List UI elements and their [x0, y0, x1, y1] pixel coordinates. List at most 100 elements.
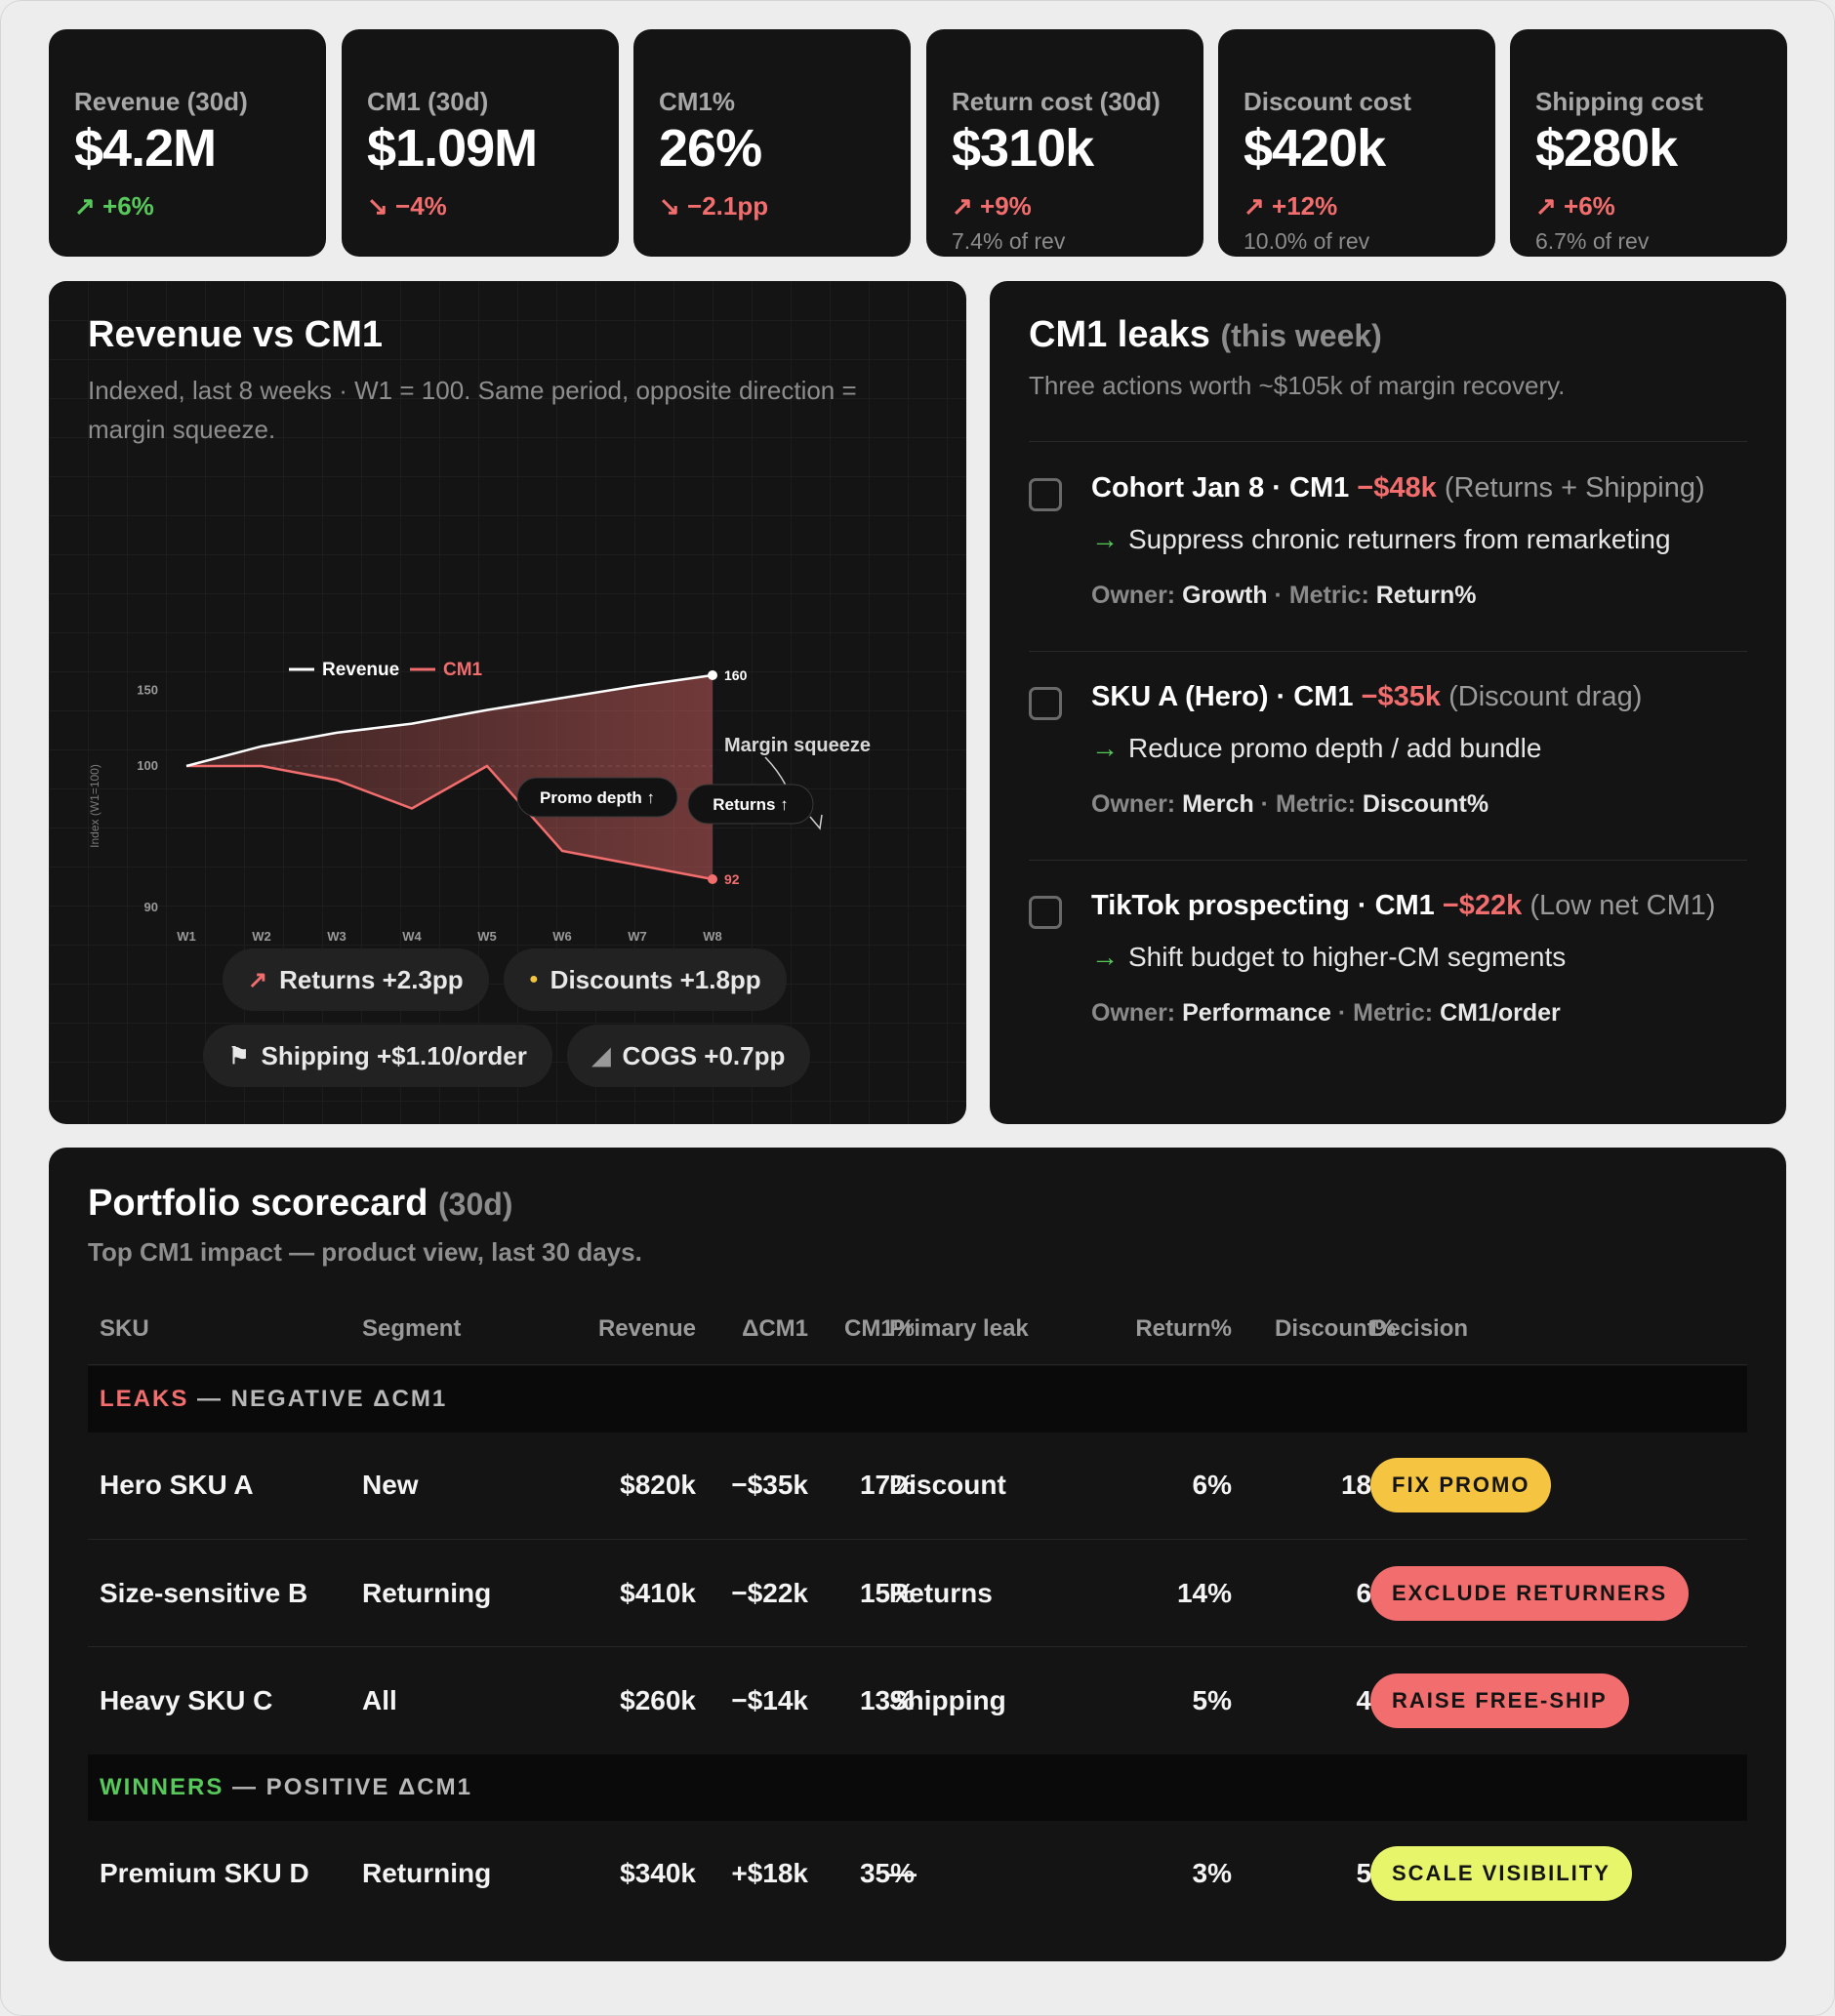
column-header-delta-cm1[interactable]: ΔCM1: [742, 1315, 808, 1342]
cell-primary-leak: Discount: [889, 1470, 1006, 1500]
driver-pill-discounts[interactable]: ● Discounts +1.8pp: [504, 948, 787, 1011]
column-header-primary-leak[interactable]: Primary leak: [889, 1315, 1029, 1342]
decision-badge-raise-free-ship[interactable]: RAISE FREE-SHIP: [1370, 1673, 1629, 1728]
y-tick-label: 150: [137, 683, 158, 698]
dot-icon: ●: [529, 971, 539, 988]
row-divider: [88, 1646, 1747, 1647]
driver-pill-shipping[interactable]: ⚑ Shipping +$1.10/order: [203, 1025, 552, 1087]
x-tick-label: W3: [327, 929, 347, 944]
cell-revenue: $260k: [620, 1685, 696, 1715]
column-header-segment[interactable]: Segment: [362, 1315, 462, 1342]
kpi-delta: ↗ +6%: [1535, 191, 1615, 221]
driver-pill-cogs[interactable]: ◢ COGS +0.7pp: [567, 1025, 811, 1087]
kpi-value: 26%: [659, 119, 762, 178]
revenue-series-line: [185, 673, 714, 768]
driver-pill-returns[interactable]: ↗ Returns +2.3pp: [223, 948, 489, 1011]
cell-delta-cm1: −$35k: [731, 1470, 808, 1500]
arrow-right-icon: →: [1091, 942, 1119, 972]
cell-segment: New: [362, 1470, 419, 1500]
column-header-cm1-pct[interactable]: CM1%: [843, 1315, 915, 1342]
panel-title-main: CM1 leaks: [1029, 314, 1210, 355]
kpi-label: CM1%: [659, 87, 736, 116]
leak-action: → Shift budget to higher-CM segments: [1091, 942, 1566, 973]
owner-value: Growth: [1182, 582, 1268, 609]
separator: ·: [1274, 582, 1283, 609]
x-tick-label: W8: [703, 929, 722, 944]
cell-delta-cm1: −$22k: [731, 1578, 808, 1608]
annotation-tag-returns: [687, 784, 814, 825]
owner-label: Owner:: [1091, 582, 1176, 609]
column-header-sku[interactable]: SKU: [100, 1315, 149, 1342]
kpi-label: CM1 (30d): [367, 87, 489, 116]
kpi-delta: ↘ −2.1pp: [659, 191, 769, 221]
cm1-leaks-panel: CM1 leaks (this week) Three actions wort…: [990, 281, 1786, 1124]
cell-revenue: $410k: [620, 1578, 696, 1608]
kpi-card-cm1: CM1 (30d) $1.09M ↘ −4%: [342, 29, 619, 257]
section-accent: WINNERS: [100, 1774, 224, 1800]
driver-label: COGS +0.7pp: [622, 1040, 786, 1070]
kpi-subtext: 7.4% of rev: [952, 228, 1066, 254]
leak-amount: −$22k: [1442, 890, 1523, 921]
kpi-card-return-cost: Return cost (30d) $310k ↗ +9% 7.4% of re…: [926, 29, 1203, 257]
leak-checkbox[interactable]: [1029, 687, 1062, 720]
cell-primary-leak: Returns: [889, 1578, 993, 1608]
cell-cm1-pct: 17%: [859, 1470, 915, 1500]
x-tick-label: W6: [552, 929, 572, 944]
divider: [1029, 860, 1747, 861]
kpi-label: Shipping cost: [1535, 87, 1703, 116]
kpi-value: $280k: [1535, 119, 1678, 178]
revenue-cm1-chart: 90100150W1W2W3W4W5W6W7W8WeeksIndex (W1=1…: [88, 660, 871, 967]
x-tick-label: W5: [477, 929, 497, 944]
arrow-right-icon: →: [1091, 524, 1119, 554]
divider: [1029, 441, 1747, 442]
kpi-value: $310k: [952, 119, 1094, 178]
leak-note: (Discount drag): [1448, 681, 1643, 712]
cell-primary-leak: Shipping: [889, 1685, 1006, 1715]
metric-value: Return%: [1375, 582, 1477, 609]
cell-cm1-pct: 13%: [859, 1685, 915, 1715]
section-header-winners: WINNERS — POSITIVE ΔCM1: [88, 1754, 1747, 1821]
leak-checkbox[interactable]: [1029, 478, 1062, 511]
decision-badge-fix-promo[interactable]: FIX PROMO: [1370, 1458, 1552, 1512]
section-rest: — NEGATIVE ΔCM1: [188, 1386, 448, 1412]
leak-checkbox[interactable]: [1029, 896, 1062, 929]
panel-title-qualifier: (30d): [437, 1187, 513, 1222]
decision-badge-exclude-returners[interactable]: EXCLUDE RETURNERS: [1370, 1566, 1690, 1621]
kpi-label: Discount cost: [1244, 87, 1411, 116]
decision-badge-scale-visibility[interactable]: SCALE VISIBILITY: [1370, 1846, 1632, 1901]
x-tick-label: W1: [177, 929, 196, 944]
kpi-subtext: 10.0% of rev: [1244, 228, 1370, 254]
leak-amount: −$35k: [1361, 681, 1442, 712]
leak-action: → Suppress chronic returners from remarke…: [1091, 524, 1671, 555]
flag-icon: ⚑: [228, 1042, 250, 1069]
divider: [1029, 651, 1747, 652]
revenue-end-label: 160: [724, 667, 748, 683]
panel-title-qualifier: (this week): [1220, 318, 1382, 353]
panel-title: Revenue vs CM1: [88, 314, 384, 355]
annotation-returns: Returns ↑: [713, 795, 788, 814]
kpi-delta: ↗ +9%: [952, 191, 1032, 221]
panel-subtitle: Three actions worth ~$105k of margin rec…: [1029, 371, 1566, 400]
column-header-return-pct[interactable]: Return%: [1135, 1315, 1232, 1342]
leak-owner-metric: Owner: Merch · Metric: Discount%: [1091, 790, 1488, 819]
metric-value: Discount%: [1362, 790, 1489, 818]
separator: ·: [1337, 999, 1347, 1027]
column-header-discount-pct[interactable]: Discount%: [1274, 1315, 1396, 1342]
cm1-end-point: [708, 874, 717, 884]
cell-segment: All: [362, 1685, 397, 1715]
cell-primary-leak: —: [889, 1858, 917, 1888]
leak-item-sku-a: SKU A (Hero) · CM1 −$35k (Discount drag)…: [1029, 681, 1751, 818]
kpi-label: Return cost (30d): [952, 87, 1161, 116]
cm1-series-line: [186, 764, 714, 881]
y-tick-label: 90: [144, 900, 158, 914]
leak-note: (Returns + Shipping): [1444, 472, 1705, 504]
owner-label: Owner:: [1091, 999, 1176, 1027]
cm1-end-label: 92: [724, 871, 740, 887]
x-tick-label: W4: [402, 929, 422, 944]
kpi-delta: ↗ +12%: [1244, 191, 1338, 221]
section-header-leaks: LEAKS — NEGATIVE ΔCM1: [88, 1366, 1747, 1432]
metric-label: Metric:: [1275, 790, 1356, 818]
column-header-revenue[interactable]: Revenue: [597, 1315, 696, 1342]
column-header-decision[interactable]: Decision: [1370, 1315, 1469, 1342]
metric-label: Metric:: [1288, 582, 1369, 609]
